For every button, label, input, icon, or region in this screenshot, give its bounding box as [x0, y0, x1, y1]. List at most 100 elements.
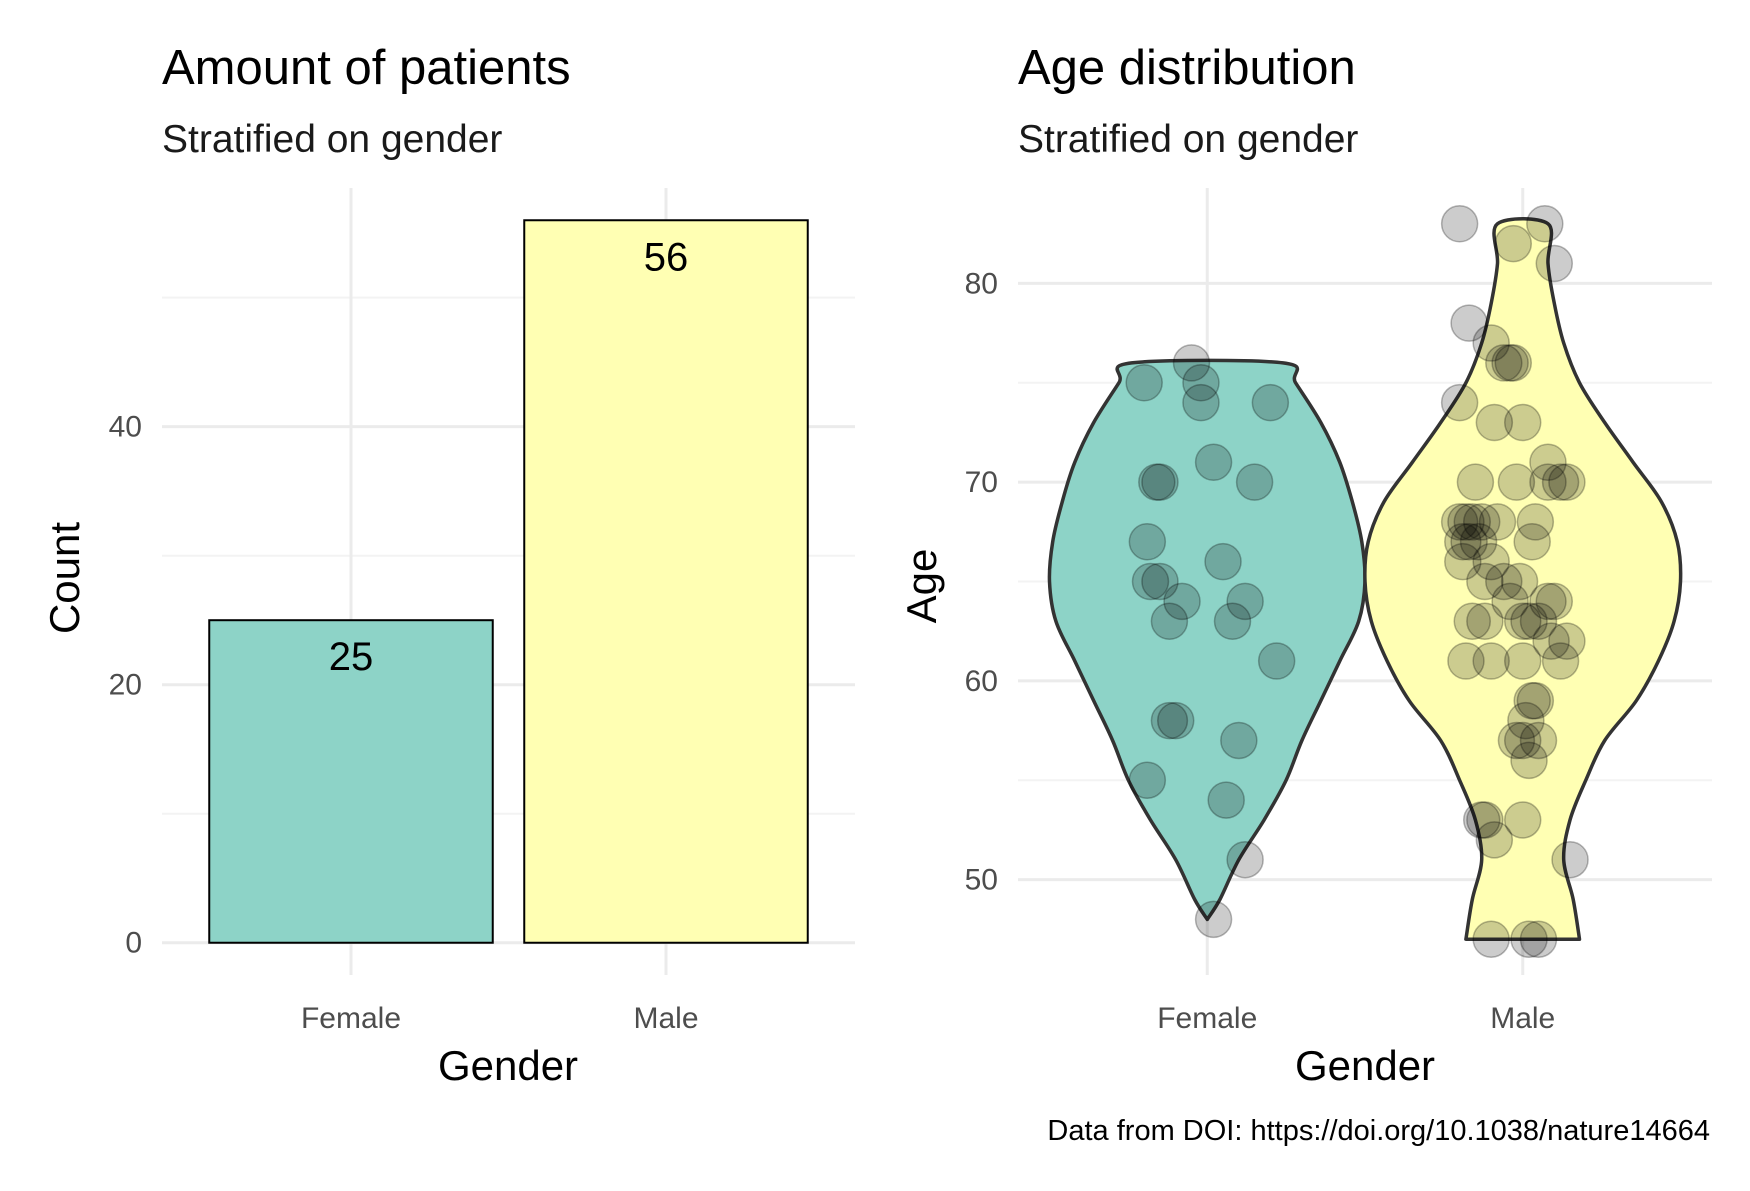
- bar-male: [523, 219, 809, 944]
- violin-point-male: [1447, 503, 1485, 541]
- violin-point-female: [1141, 562, 1179, 601]
- violin-point-male: [1548, 622, 1586, 660]
- violin-male: [1363, 217, 1683, 941]
- violin-point-female: [1163, 582, 1201, 621]
- violin-point-female: [1226, 840, 1264, 879]
- violin-point-female: [1182, 364, 1220, 402]
- violin-point-female: [1194, 443, 1233, 482]
- violin-point-male: [1541, 463, 1580, 501]
- violin-point-male: [1485, 562, 1523, 601]
- violin-point-male: [1472, 542, 1510, 581]
- violin-point-female: [1131, 562, 1170, 601]
- violin-chart-panel: 50 60 70 80 Female Male Age distribution Str…: [898, 41, 1712, 1089]
- violin-point-female: [1128, 761, 1167, 799]
- bar-y-tick-label: 0: [125, 927, 142, 960]
- violin-point-male: [1529, 443, 1567, 482]
- bar-x-tick-label: Female: [301, 1002, 401, 1035]
- violin-point-male: [1491, 344, 1529, 382]
- violin-point-male: [1510, 602, 1548, 640]
- violin-point-male: [1472, 642, 1510, 680]
- bar-marks: 25 56: [208, 219, 809, 944]
- violin-point-male: [1440, 205, 1479, 243]
- violin-y-tick-label: 50: [965, 864, 998, 897]
- violin-point-male: [1466, 602, 1504, 640]
- violin-point-female: [1182, 383, 1220, 422]
- violin-point-female: [1194, 900, 1233, 939]
- violin-point-male: [1516, 503, 1555, 541]
- violin-point-male: [1459, 523, 1498, 561]
- violin-x-ticks: Female Male: [1157, 1002, 1555, 1035]
- violin-point-female: [1138, 463, 1176, 501]
- violin-point-male: [1513, 523, 1551, 561]
- violin-point-male: [1548, 463, 1586, 501]
- violin-point-male: [1440, 503, 1479, 541]
- violin-y-ticks: 50 60 70 80: [965, 267, 998, 896]
- violin-point-male: [1466, 562, 1504, 601]
- violin-point-male: [1472, 324, 1510, 362]
- violin-point-male: [1485, 344, 1523, 382]
- bar-x-axis-title: Gender: [438, 1042, 578, 1089]
- violin-point-male: [1529, 582, 1567, 621]
- violin-point-male: [1475, 403, 1514, 442]
- violin-y-tick-label: 80: [965, 267, 998, 300]
- violin-point-female: [1204, 542, 1242, 581]
- violin-point-male: [1503, 801, 1542, 839]
- violin-point-female: [1150, 701, 1189, 740]
- bar-value-label: 56: [644, 235, 689, 279]
- violin-point-male: [1503, 602, 1542, 640]
- violin-point-female: [1141, 463, 1179, 501]
- violin-point-female: [1213, 602, 1252, 640]
- violin-point-male: [1462, 503, 1501, 541]
- bar-x-tick-label: Male: [633, 1002, 698, 1035]
- violin-point-male: [1466, 801, 1504, 839]
- bar-female: [208, 619, 494, 944]
- bar-chart-title: Amount of patients: [162, 41, 571, 95]
- violin-point-female: [1207, 781, 1245, 819]
- violin-point-female: [1150, 602, 1189, 640]
- violin-chart-subtitle: Stratified on gender: [1018, 118, 1358, 161]
- violin-point-male: [1497, 463, 1536, 501]
- violin-shapes: [1047, 217, 1683, 941]
- violin-point-male: [1510, 741, 1548, 780]
- violin-point-male: [1450, 304, 1488, 342]
- violin-point-male: [1503, 642, 1542, 680]
- violin-points: [1125, 205, 1589, 958]
- violin-point-male: [1447, 642, 1485, 680]
- violin-point-male: [1529, 463, 1567, 501]
- violin-y-tick-label: 60: [965, 665, 998, 698]
- violin-female: [1047, 358, 1367, 922]
- violin-point-female: [1156, 701, 1195, 740]
- violin-y-axis-title: Age: [898, 549, 945, 624]
- violin-point-male: [1472, 920, 1510, 958]
- violin-point-male: [1444, 542, 1482, 581]
- violin-point-male: [1491, 582, 1529, 621]
- violin-chart-title: Age distribution: [1018, 41, 1356, 95]
- violin-point-male: [1516, 681, 1555, 720]
- violin-point-male: [1500, 562, 1539, 601]
- violin-point-male: [1440, 383, 1479, 422]
- violin-point-female: [1172, 344, 1211, 382]
- bar-x-ticks: Female Male: [301, 1002, 699, 1035]
- bar-chart-panel: 0 20 40 Female Male 25 56 Amount of patients…: [41, 41, 855, 1089]
- violin-point-male: [1532, 622, 1570, 660]
- violin-point-male: [1519, 602, 1558, 640]
- violin-point-male: [1494, 344, 1533, 382]
- bar-value-label: 25: [329, 635, 374, 679]
- violin-point-female: [1226, 582, 1264, 621]
- violin-point-male: [1551, 840, 1589, 879]
- violin-point-male: [1541, 642, 1580, 680]
- violin-point-male: [1535, 582, 1574, 621]
- violin-x-tick-label: Female: [1157, 1002, 1257, 1035]
- bar-y-tick-label: 40: [109, 411, 142, 444]
- violin-y-tick-label: 70: [965, 466, 998, 499]
- violin-point-male: [1513, 681, 1551, 720]
- violin-point-female: [1128, 523, 1167, 561]
- bar-y-axis-title: Count: [41, 522, 88, 634]
- violin-x-tick-label: Male: [1490, 1002, 1555, 1035]
- bar-chart-subtitle: Stratified on gender: [162, 118, 502, 161]
- violin-point-female: [1235, 463, 1274, 501]
- violin-point-male: [1450, 523, 1488, 561]
- violin-point-male: [1456, 463, 1495, 501]
- violin-point-male: [1510, 920, 1548, 958]
